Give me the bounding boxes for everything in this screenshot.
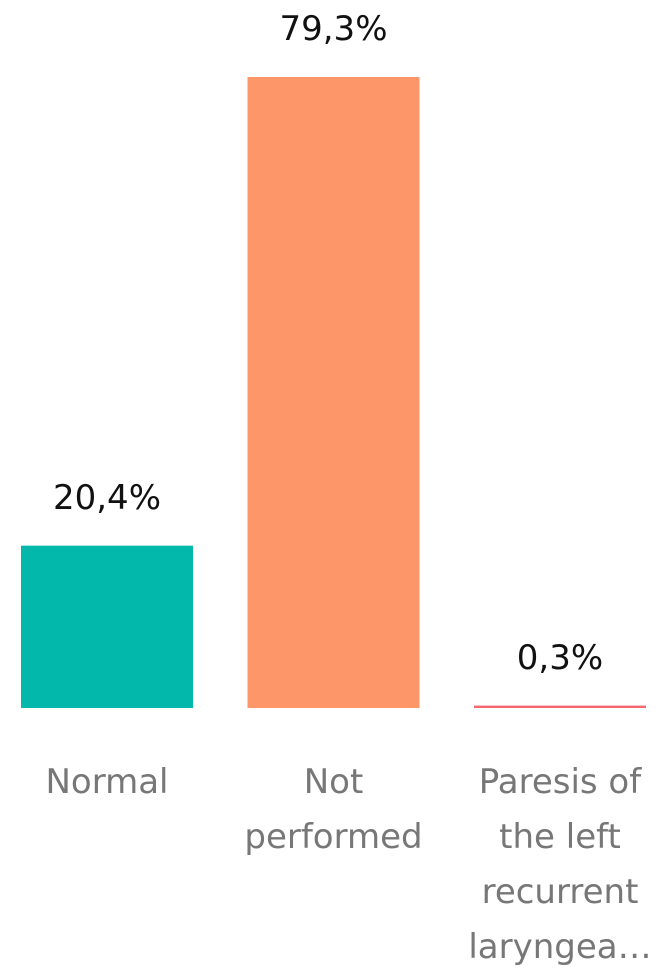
bar bbox=[247, 77, 420, 708]
bar bbox=[474, 705, 646, 708]
data-label: 0,3% bbox=[516, 637, 604, 678]
x-tick-label: Normal bbox=[45, 762, 169, 802]
data-label: 79,3% bbox=[279, 9, 388, 49]
bar bbox=[21, 545, 193, 708]
data-label: 20,4% bbox=[52, 477, 161, 518]
x-tick-label: Paresis of the left recurrent laryngea… bbox=[468, 762, 652, 967]
x-tick-label: Not performed bbox=[244, 762, 423, 857]
